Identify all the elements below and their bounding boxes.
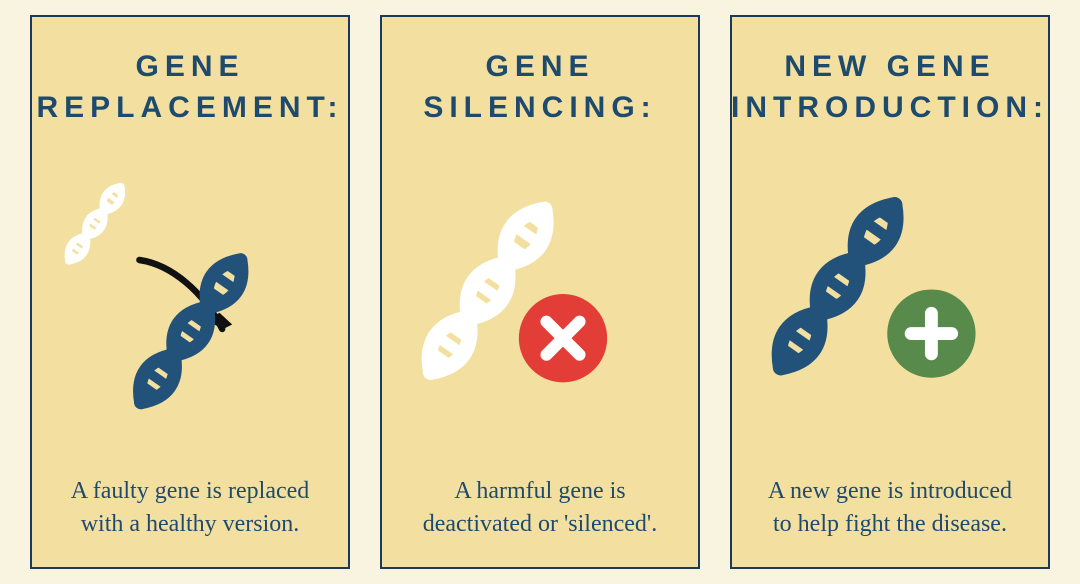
- panel-gene-replacement: GENE REPLACEMENT:: [30, 15, 350, 569]
- panel-title: NEW GENE INTRODUCTION:: [731, 47, 1049, 128]
- panel-description: A harmful gene is deactivated or 'silenc…: [402, 475, 678, 542]
- dna-replacement-icon: [52, 148, 328, 465]
- panel-new-gene-introduction: NEW GENE INTRODUCTION:: [730, 15, 1050, 569]
- panel-description: A new gene is introduced to help fight t…: [752, 475, 1028, 542]
- panel-description: A faulty gene is replaced with a healthy…: [52, 475, 328, 542]
- x-badge-icon: [519, 294, 607, 382]
- panel-title: GENE REPLACEMENT:: [37, 47, 344, 128]
- panel-gene-silencing: GENE SILENCING:: [380, 15, 700, 569]
- dna-silencing-icon: [402, 148, 678, 465]
- panel-title: GENE SILENCING:: [402, 47, 678, 128]
- dna-introduction-icon: [752, 148, 1028, 465]
- plus-badge-icon: [887, 290, 975, 378]
